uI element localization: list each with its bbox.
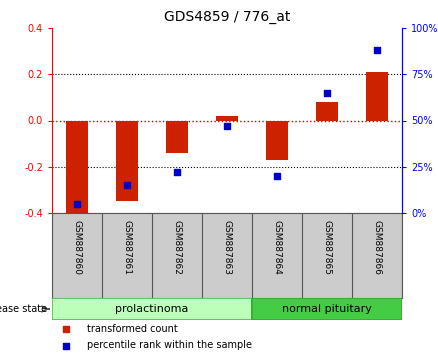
Point [223, 123, 230, 129]
Text: GSM887866: GSM887866 [372, 220, 381, 275]
Bar [216, 116, 238, 120]
Text: transformed count: transformed count [87, 324, 178, 333]
Point [63, 343, 70, 348]
Title: GDS4859 / 776_at: GDS4859 / 776_at [164, 10, 290, 24]
Bar [266, 120, 288, 160]
Text: normal pituitary: normal pituitary [282, 304, 372, 314]
Text: prolactinoma: prolactinoma [115, 304, 189, 314]
Text: GSM887861: GSM887861 [123, 220, 131, 275]
Text: GSM887863: GSM887863 [223, 220, 232, 275]
Text: disease state: disease state [0, 304, 47, 314]
Point [74, 201, 81, 207]
Point [63, 326, 70, 331]
Text: GSM887865: GSM887865 [322, 220, 332, 275]
Bar [316, 102, 338, 120]
Point [273, 173, 280, 179]
Text: GSM887862: GSM887862 [173, 220, 181, 275]
Text: GSM887864: GSM887864 [272, 220, 282, 275]
Point [374, 47, 381, 53]
Text: GSM887860: GSM887860 [73, 220, 81, 275]
Bar [52, 298, 252, 320]
Bar [166, 120, 188, 153]
Bar [366, 72, 388, 120]
Text: percentile rank within the sample: percentile rank within the sample [87, 341, 252, 350]
Bar [66, 120, 88, 220]
Point [173, 170, 180, 175]
Point [324, 90, 331, 96]
Bar [252, 298, 402, 320]
Bar [116, 120, 138, 201]
Point [124, 182, 131, 188]
